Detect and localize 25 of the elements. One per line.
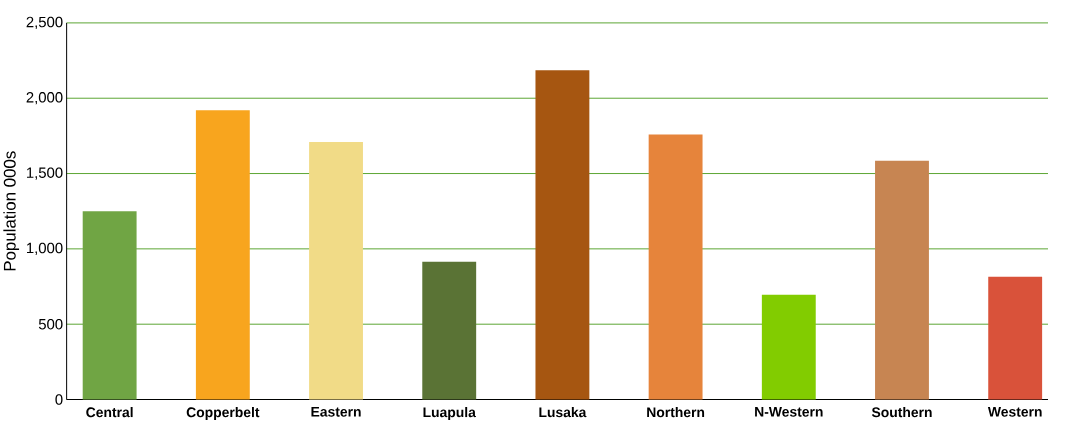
x-tick-label: Southern — [871, 406, 932, 418]
bar — [309, 141, 363, 400]
x-tick-label: Copperbelt — [186, 406, 260, 420]
x-tick-label: Luapula — [423, 406, 476, 420]
bar — [761, 294, 816, 400]
x-tick-label: Eastern — [311, 406, 361, 417]
bar — [535, 70, 590, 400]
x-tick-label: Central — [86, 406, 133, 418]
x-tick-label: N-Western — [755, 406, 823, 417]
y-axis-title: Population 000s — [3, 151, 20, 271]
y-tick-label: 2,000 — [26, 91, 63, 105]
x-tick-label: Lusaka — [539, 406, 587, 418]
x-tick-label: Northern — [647, 406, 705, 418]
y-tick-label: 1,500 — [27, 167, 63, 180]
y-tick-label: 1,000 — [27, 242, 63, 255]
bar — [195, 110, 250, 400]
bar — [988, 276, 1043, 400]
bar — [648, 134, 703, 400]
x-tick-label: Western — [987, 406, 1042, 417]
bar — [82, 211, 137, 400]
y-tick-label: 0 — [55, 394, 63, 405]
bar — [422, 261, 477, 400]
y-tick-label: 500 — [38, 318, 63, 330]
y-tick-label: 2,500 — [26, 16, 63, 29]
bar — [875, 160, 929, 400]
